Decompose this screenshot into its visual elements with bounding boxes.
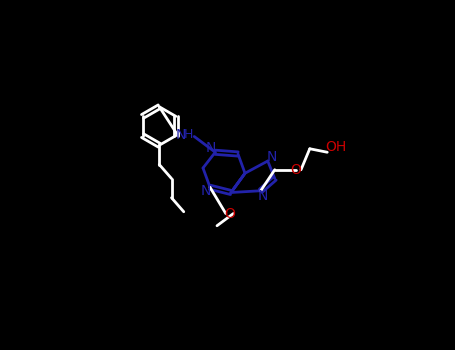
Text: O: O: [290, 163, 301, 177]
Text: N: N: [201, 184, 211, 198]
Text: N: N: [267, 150, 277, 164]
Text: N: N: [176, 128, 186, 142]
Text: N: N: [258, 189, 268, 203]
Text: OH: OH: [325, 140, 347, 154]
Text: N: N: [206, 141, 216, 155]
Text: H: H: [183, 128, 192, 141]
Text: O: O: [224, 206, 235, 220]
